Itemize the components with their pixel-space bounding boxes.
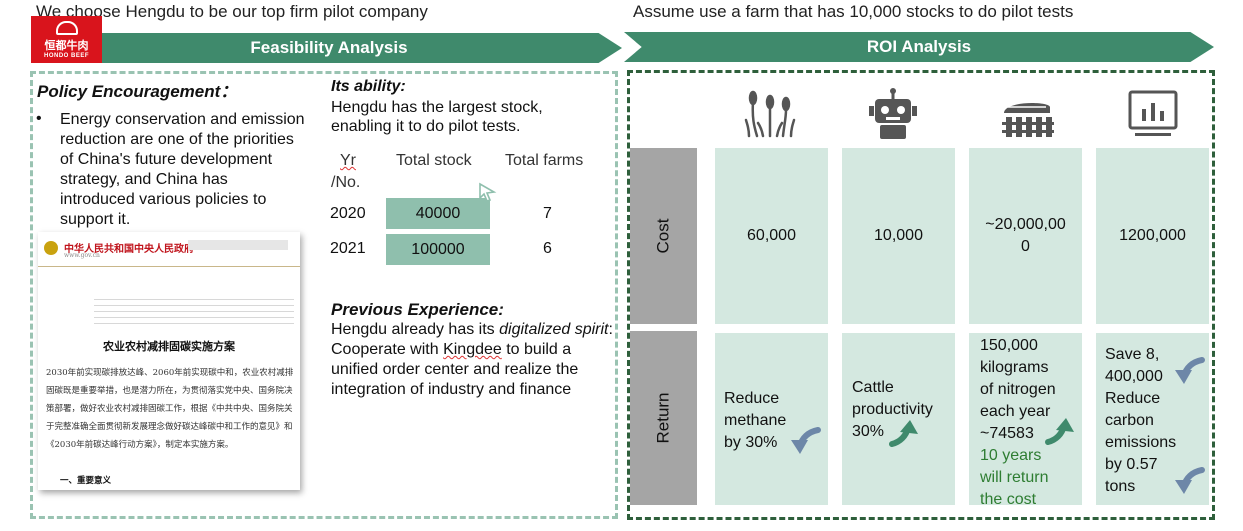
cost-cell: 1200,000	[1096, 148, 1209, 324]
return-text: Save 8, 400,000 Reduce carbon emissions …	[1105, 346, 1177, 495]
table-header-stock: Total stock	[396, 152, 472, 169]
policy-text: Energy conservation and emission reducti…	[60, 111, 305, 228]
up-arrow-icon	[889, 420, 918, 447]
return-cell: 150,000 kilograms of nitrogen each year …	[969, 333, 1082, 508]
doc-title: 农业农村减排固碳实施方案	[103, 340, 235, 353]
right-caption: Assume use a farm that has 10,000 stocks…	[633, 2, 1074, 21]
table-row-year: 2020	[330, 205, 366, 222]
policy-bullet: •	[36, 110, 42, 127]
doc-url: www.gov.cn	[64, 252, 100, 259]
policy-document-image: 中华人民共和国中央人民政府 www.gov.cn 农业农村减排固碳实施方案 20…	[38, 232, 300, 490]
feasibility-panel	[30, 71, 618, 519]
roi-panel	[627, 70, 1215, 520]
roi-title: ROI Analysis	[866, 37, 972, 56]
ability-title: Its ability:	[331, 78, 406, 95]
table-row-year: 2021	[330, 240, 366, 257]
feasibility-banner: Feasibility Analysis	[36, 33, 622, 63]
farm-fence-icon	[1002, 103, 1054, 137]
table-header-no: /No.	[331, 174, 361, 191]
feasibility-title: Feasibility Analysis	[250, 38, 408, 57]
doc-divider	[38, 266, 300, 267]
return-cell: Reduce methane by 30%	[715, 333, 828, 505]
return-cell: Cattle productivity 30%	[842, 333, 955, 505]
doc-body: 2030年前实现碳排放达峰、2060年前实现碳中和，农业农村减排固碳既是重要举措…	[46, 368, 294, 450]
pointer-arrow-icon	[479, 182, 497, 202]
return-text: Reduce methane by 30%	[724, 390, 787, 451]
down-arrow-icon	[1175, 357, 1205, 384]
policy-title: Policy Encouragement：	[37, 82, 238, 101]
wetland-plant-icon	[744, 90, 796, 138]
doc-meta-block	[94, 294, 294, 326]
table-cell-farms: 6	[543, 240, 552, 257]
logo-mark-icon	[55, 20, 78, 35]
doc-search-box	[188, 240, 288, 250]
previous-text: Hengdu already has its digitalized spiri…	[331, 321, 613, 398]
down-arrow-icon	[791, 427, 821, 454]
doc-header: 中华人民共和国中央人民政府	[64, 244, 194, 255]
return-text: Cattle productivity 30%	[852, 379, 933, 440]
cost-cell: 60,000	[715, 148, 828, 324]
return-row-label: Return	[630, 331, 697, 505]
down-arrow-icon	[1175, 467, 1205, 494]
emblem-icon	[44, 241, 58, 255]
table-header-farms: Total farms	[505, 152, 584, 169]
cost-row-label: Cost	[630, 148, 697, 324]
ability-text: Hengdu has the largest stock, enabling i…	[331, 99, 543, 135]
return-text: 150,000 kilograms of nitrogen each year …	[980, 337, 1056, 442]
logo-en: HONDO BEEF	[43, 52, 89, 59]
hengdu-logo: 恒都牛肉 HONDO BEEF	[31, 16, 102, 63]
up-arrow-icon	[1045, 418, 1074, 445]
monitor-chart-icon	[1128, 90, 1178, 136]
cost-cell: 10,000	[842, 148, 955, 324]
table-cell-stock: 40000	[386, 198, 490, 229]
logo-cn: 恒都牛肉	[44, 38, 89, 52]
robot-icon	[869, 88, 917, 139]
table-header-yr: Yr	[340, 152, 356, 169]
table-cell-farms: 7	[543, 205, 552, 222]
doc-section: 一、重要意义	[60, 476, 112, 486]
table-cell-stock: 100000	[386, 234, 490, 265]
roi-banner: ROI Analysis	[624, 32, 1214, 62]
previous-title: Previous Experience:	[331, 300, 504, 319]
payback-text: 10 years will return the cost	[980, 447, 1049, 508]
left-caption: We choose Hengdu to be our top firm pilo…	[36, 2, 428, 21]
cost-cell: ~20,000,00 0	[969, 148, 1082, 324]
